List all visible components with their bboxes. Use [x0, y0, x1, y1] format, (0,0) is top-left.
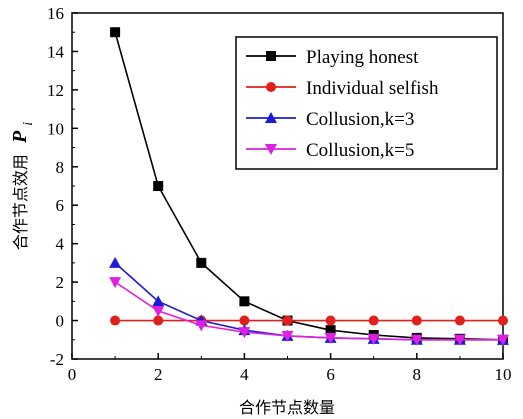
- series-line: [114, 31, 504, 341]
- data-point: [282, 315, 293, 326]
- data-point: [152, 305, 165, 317]
- y-axis-title: 合作节点效用 P i: [9, 122, 36, 250]
- data-point: [153, 181, 164, 191]
- y-axis-title-symbol: P: [9, 130, 31, 144]
- data-point: [196, 257, 207, 268]
- data-point: [110, 315, 121, 326]
- data-point: [411, 315, 422, 326]
- legend-label: Playing honest: [306, 47, 419, 68]
- data-point: [368, 315, 379, 326]
- data-point: [152, 295, 165, 307]
- y-axis-title-text: 合作节点效用: [11, 154, 30, 250]
- series-line: [114, 281, 503, 341]
- data-point: [324, 332, 337, 344]
- data-point: [239, 296, 250, 307]
- data-point: [454, 315, 465, 326]
- data-point: [498, 315, 508, 326]
- data-point: [238, 327, 251, 339]
- series-2: [110, 315, 508, 326]
- x-axis-title: 合作节点数量: [239, 398, 335, 417]
- data-point: [281, 330, 294, 342]
- y-tick-label: 4: [56, 235, 65, 254]
- y-tick-label: -2: [50, 350, 64, 369]
- legend-marker: [266, 82, 276, 92]
- legend-marker: [266, 51, 276, 61]
- x-tick-label: 8: [413, 365, 422, 384]
- data-point: [110, 27, 121, 38]
- x-tick-label: 4: [240, 365, 249, 384]
- series-4: [109, 277, 509, 346]
- legend: Playing honest Individual selfish Collusio…: [235, 36, 498, 170]
- legend-label: Individual selfish: [306, 78, 439, 99]
- series-layer: [109, 27, 509, 346]
- data-point: [109, 277, 122, 289]
- data-point: [109, 256, 122, 268]
- y-tick-label: 8: [56, 158, 65, 177]
- legend-entry: Playing honest: [246, 47, 419, 68]
- legend-entry: Collusion,k=5: [246, 140, 414, 161]
- x-tick-label: 2: [154, 365, 163, 384]
- data-point: [325, 315, 336, 326]
- data-point: [325, 325, 336, 336]
- svg-text:合作节点效用 P i: 合作节点效用 P i: [9, 122, 36, 250]
- legend-box: [235, 36, 498, 170]
- y-axis-title-subscript: i: [21, 122, 36, 126]
- data-point: [153, 315, 164, 326]
- y-tick-label: 6: [56, 196, 65, 215]
- data-point: [497, 334, 509, 346]
- y-tick-label: 0: [56, 312, 65, 331]
- x-tick-label: 10: [495, 365, 512, 384]
- y-tick-label: 10: [47, 119, 64, 138]
- data-point: [410, 334, 423, 346]
- legend-marker: [265, 112, 277, 123]
- y-tick-label: 14: [47, 42, 65, 61]
- x-tick-label: 6: [326, 365, 335, 384]
- legend-entry: Individual selfish: [246, 78, 439, 99]
- data-point: [453, 334, 466, 346]
- legend-marker: [265, 144, 277, 155]
- y-tick-label: 16: [47, 4, 64, 23]
- x-tick-label: 0: [68, 365, 77, 384]
- legend-label: Collusion,k=3: [306, 109, 414, 130]
- legend-entry: Collusion,k=3: [246, 109, 414, 130]
- data-point: [239, 315, 250, 326]
- legend-label: Collusion,k=5: [306, 140, 414, 161]
- y-tick-label: 12: [47, 81, 64, 100]
- y-tick-label: 2: [56, 273, 65, 292]
- data-point: [195, 320, 208, 332]
- data-point: [367, 333, 380, 345]
